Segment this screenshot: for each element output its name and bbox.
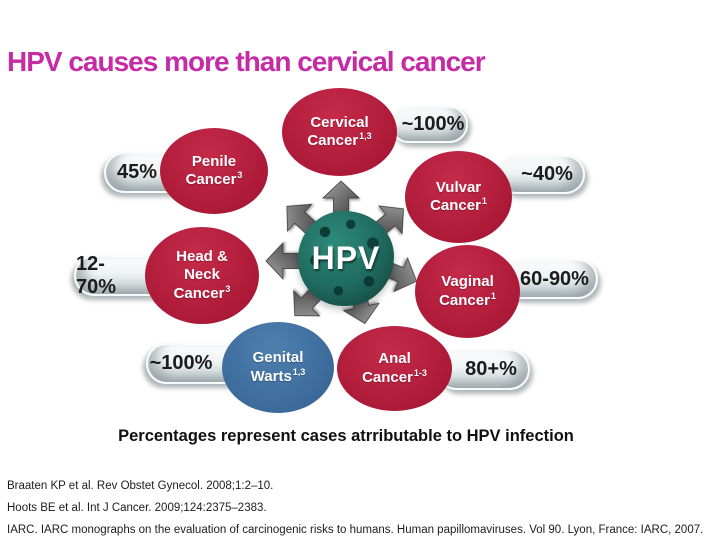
node-penile-cancer: Penile Cancer3 [160,128,268,214]
node-cervical-cancer: Cervical Cancer1,3 [282,88,397,176]
page-title: HPV causes more than cervical cancer [7,46,486,77]
percent-label: 12-70% [76,252,117,298]
hpv-virus-image: HPV [298,211,394,306]
diagram-caption: Percentages represent cases atrributable… [118,427,574,445]
reference-superscript: 1,3 [292,366,306,377]
percent-label: 80+% [465,358,517,380]
percent-badge-vulvar: ~40% [497,155,585,194]
reference-line: Hoots BE et al. Int J Cancer. 2009;124:2… [7,502,267,514]
reference-superscript: 1,3 [359,131,372,141]
node-label: Cancer1 [430,196,487,215]
node-vaginal-cancer: Vaginal Cancer1 [415,245,520,338]
reference-superscript: 3 [225,283,231,294]
reference-line: Braaten KP et al. Rev Obstet Gynecol. 20… [7,480,274,492]
node-label: Vulvar [435,178,482,196]
node-head-neck-cancer: Head & Neck Cancer3 [145,227,259,324]
reference-superscript: 1 [481,196,487,206]
node-label: Cancer1-3 [362,367,427,386]
node-label: Cancer1 [439,290,496,309]
percent-label: 45% [116,161,158,183]
node-genital-warts: Genital Warts1,3 [222,322,334,413]
references: Braaten KP et al. Rev Obstet Gynecol. 20… [7,480,722,546]
percent-label: ~40% [521,163,573,185]
percent-label: 60-90% [520,267,589,290]
node-label: Penile [191,152,237,170]
node-label: Cervical [310,113,369,131]
percent-label: ~100% [149,352,213,374]
node-label: Vaginal [441,273,494,291]
percent-badge-genital-warts: ~100% [146,343,260,384]
reference-superscript: 3 [237,170,243,180]
node-label: Cancer1,3 [307,131,372,150]
node-label: Warts1,3 [250,366,306,385]
percent-label: ~100% [401,113,465,135]
node-label: Neck [184,266,220,284]
hpv-center-label: HPV [311,240,381,276]
node-label: Cancer3 [185,170,243,189]
node-label: Anal [378,350,411,368]
node-label: Cancer3 [173,283,231,302]
reference-superscript: 1 [490,290,496,301]
node-label: Genital [252,349,304,367]
reference-superscript: 1-3 [413,367,427,378]
node-anal-cancer: Anal Cancer1-3 [337,326,452,411]
reference-line: IARC. IARC monographs on the evaluation … [7,524,704,536]
node-label: Head & [176,248,228,266]
percent-badge-cervical: ~100% [390,106,468,143]
node-vulvar-cancer: Vulvar Cancer1 [405,151,512,243]
